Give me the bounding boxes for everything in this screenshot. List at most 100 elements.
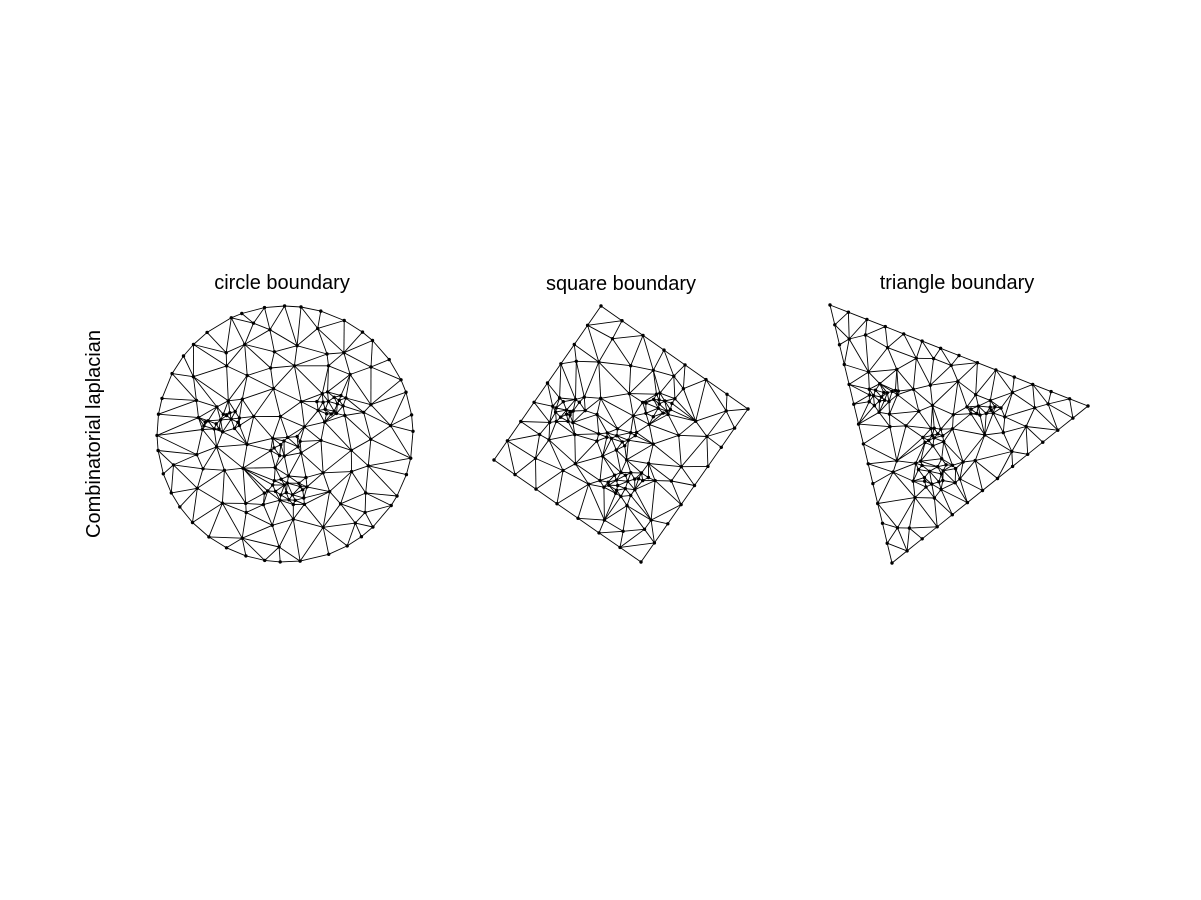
mesh-edge (269, 329, 275, 352)
mesh-edge (942, 464, 953, 472)
mesh-edge (652, 370, 657, 395)
mesh-edge (644, 529, 655, 544)
mesh-edge (158, 450, 197, 456)
mesh-vertex (950, 427, 955, 431)
mesh-edge (234, 398, 243, 412)
mesh-vertex (885, 345, 890, 350)
mesh-edge (242, 467, 269, 492)
mesh-edge (990, 400, 1002, 409)
mesh-vertex (252, 414, 256, 419)
mesh-vertex (866, 462, 870, 466)
mesh-edge (596, 440, 604, 457)
mesh-edge (829, 304, 849, 313)
mesh-vertex (882, 398, 887, 402)
mesh-vertex (293, 498, 297, 502)
mesh-edge (548, 422, 551, 440)
mesh-vertex (877, 410, 881, 414)
mesh-edge (244, 329, 271, 345)
mesh-edge (292, 494, 304, 499)
mesh-edge (932, 405, 942, 430)
mesh-vertex (558, 415, 563, 419)
mesh-edge (887, 347, 917, 359)
mesh-edge (287, 482, 301, 488)
mesh-edge (226, 537, 243, 549)
mesh-edge (1011, 451, 1028, 455)
mesh-edge (942, 470, 956, 484)
mesh-edge (942, 428, 953, 437)
mesh-vertex (930, 433, 934, 438)
mesh-edge (241, 313, 254, 324)
mesh-edge (978, 399, 991, 407)
mesh-edge (653, 412, 664, 418)
mesh-edge (283, 455, 289, 477)
mesh-edge (370, 379, 402, 406)
mesh-vertex (633, 477, 637, 481)
mesh-vertex (620, 440, 624, 444)
mesh-vertex (271, 483, 275, 487)
mesh-vertex (229, 417, 233, 421)
mesh-vertex (902, 332, 906, 336)
mesh-edge (548, 439, 564, 471)
mesh-edge (548, 434, 575, 441)
mesh-vertex (683, 363, 687, 367)
mesh-edge (216, 431, 224, 448)
mesh-edge (208, 536, 227, 549)
mesh-vertex (326, 399, 331, 404)
mesh-edge (599, 456, 604, 481)
mesh-edge (599, 474, 615, 482)
mesh-vertex (161, 472, 165, 476)
mesh-edge (583, 397, 586, 411)
mesh-edge (270, 438, 274, 451)
mesh-edge (547, 382, 560, 399)
mesh-vertex (605, 431, 609, 435)
mesh-edge (957, 362, 978, 382)
mesh-edge (228, 398, 243, 402)
mesh-edge (1004, 407, 1035, 418)
mesh-edge (877, 497, 916, 504)
mesh-edge (897, 394, 920, 412)
mesh-vertex (160, 396, 164, 401)
mesh-edge (370, 366, 402, 381)
mesh-vertex (629, 431, 633, 435)
mesh-edge (953, 413, 971, 416)
mesh-edge (327, 374, 351, 393)
mesh-edge (847, 312, 850, 340)
mesh-edge (913, 477, 925, 482)
mesh-vertex (409, 413, 414, 417)
mesh-vertex (266, 489, 270, 493)
mesh-edge (642, 335, 654, 371)
mesh-vertex (614, 488, 619, 492)
mesh-edge (671, 403, 696, 422)
mesh-circle-edges (156, 305, 414, 563)
mesh-vertex (399, 378, 403, 382)
mesh-edge (645, 407, 659, 414)
mesh-edge (158, 413, 199, 419)
mesh-vertex (571, 420, 575, 425)
mesh-vertex (237, 423, 242, 428)
mesh-vertex (547, 438, 551, 442)
mesh-edge (952, 502, 968, 516)
mesh-vertex (273, 489, 278, 494)
mesh-edge (263, 499, 281, 506)
mesh-edge (321, 365, 329, 394)
mesh-edge (493, 440, 508, 461)
mesh-edge (932, 405, 954, 416)
mesh-edge (547, 363, 562, 384)
mesh-edge (934, 489, 942, 499)
mesh-vertex (532, 400, 536, 404)
mesh-vertex (320, 391, 324, 396)
mesh-vertex (937, 480, 941, 484)
mesh-edge (848, 311, 868, 320)
mesh-edge (539, 434, 550, 441)
mesh-vertex (301, 488, 305, 492)
mesh-vertex (679, 502, 683, 507)
mesh-edge (329, 491, 341, 505)
mesh-edge (1057, 417, 1074, 431)
mesh-edge (299, 426, 305, 442)
mesh-vertex (984, 411, 988, 416)
mesh-edge (705, 379, 728, 395)
mesh-edge (990, 392, 1013, 401)
mesh-edge (619, 528, 645, 548)
mesh-edge (273, 388, 281, 417)
mesh-edge (329, 471, 352, 492)
